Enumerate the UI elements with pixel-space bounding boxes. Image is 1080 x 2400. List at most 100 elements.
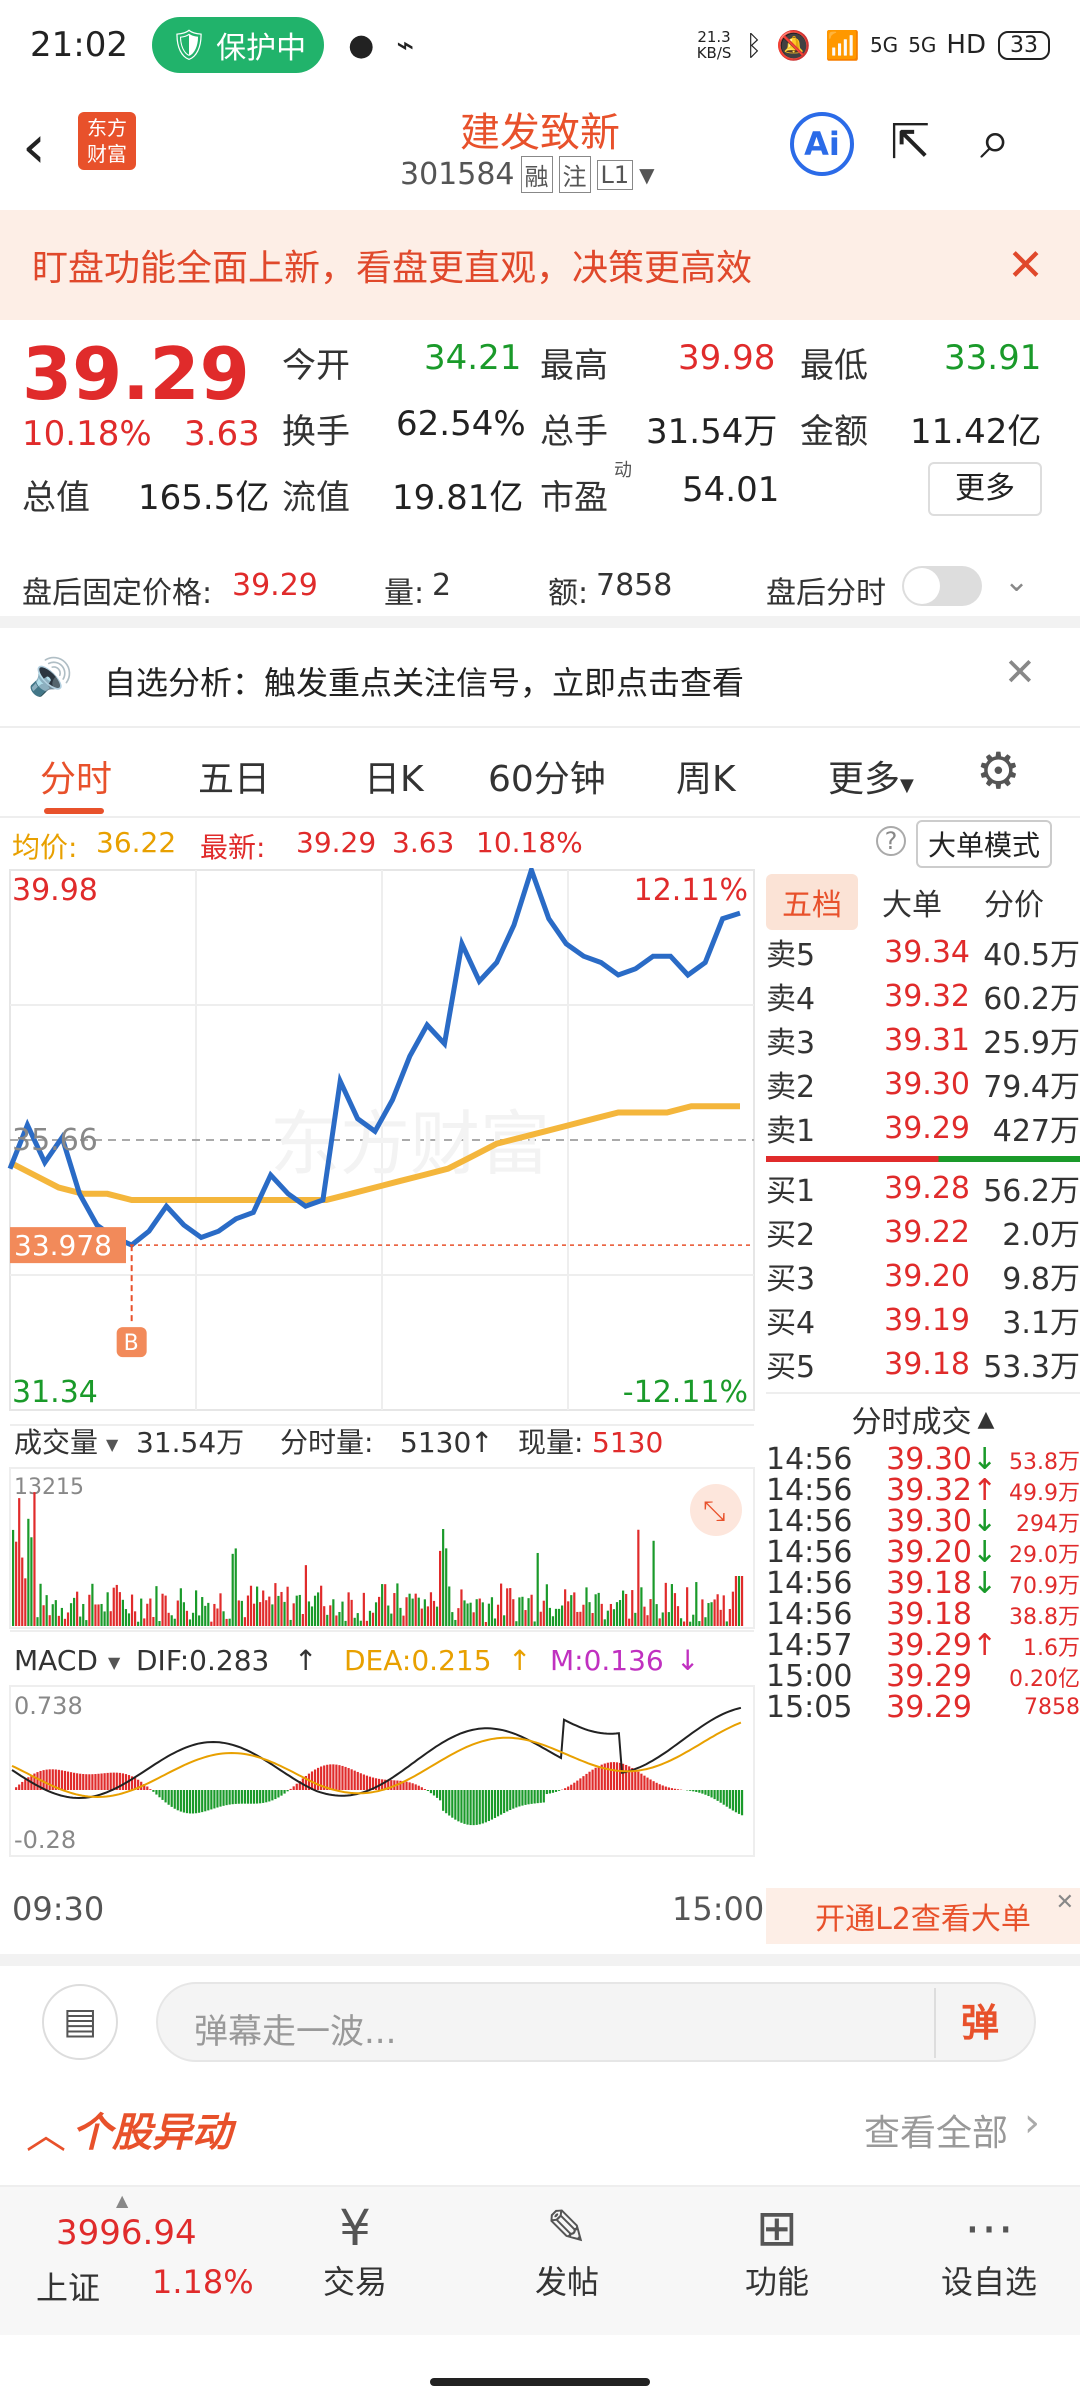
wifi-icon: 📶 [825,28,860,62]
more-button[interactable]: 更多 [928,462,1042,516]
intraday-chart[interactable]: 东方财富 33.978 B 39.98 35.66 31.34 12.11% -… [0,868,760,1748]
tab-price-dist[interactable]: 分价 [984,888,1044,923]
stock-code-row[interactable]: 301584 融 注 L1 ▼ [400,156,655,193]
volume-bar [567,1601,570,1626]
nav-post[interactable]: ✎ 发帖 [512,2199,622,2303]
tab-weekly[interactable]: 周K [676,759,736,800]
volume-bar [716,1594,719,1626]
macd-bar [594,1767,597,1790]
tab-intraday[interactable]: 分时 [40,759,113,800]
volume-bar [439,1550,442,1626]
share-icon[interactable]: ⇱ [890,114,931,170]
notice-bar[interactable]: 🔊 自选分析：触发重点关注信号，立即点击查看 ✕ [0,628,1080,728]
after-fixed-value: 39.29 [232,568,318,603]
volume-bar [103,1611,106,1626]
order-level[interactable]: 买2 39.22 2.0万 [766,1210,1080,1254]
volume-bar [673,1593,677,1626]
macd-bar [350,1769,353,1790]
nav-trade[interactable]: ¥ 交易 [300,2199,410,2303]
volume-bar [179,1588,182,1626]
order-level[interactable]: 卖2 39.30 79.4万 [766,1062,1080,1106]
volume-selector[interactable]: 成交量 [14,1426,98,1459]
order-level[interactable]: 买1 39.28 56.2万 [766,1166,1080,1210]
l2-upgrade-banner[interactable]: 开通L2查看大单 ✕ [766,1888,1080,1944]
macd-bar [262,1790,265,1803]
chevron-right-icon[interactable]: › [1024,2100,1040,2146]
order-level[interactable]: 卖4 39.32 60.2万 [766,974,1080,1018]
volume-bar [124,1609,128,1626]
order-level[interactable]: 买3 39.20 9.8万 [766,1254,1080,1298]
y-mid-label: 35.66 [12,1123,98,1158]
close-icon[interactable]: ✕ [1004,650,1036,694]
avg-label: 均价: [12,831,78,864]
expand-button[interactable] [690,1484,742,1536]
macd-bar [722,1790,725,1805]
low-label: 最低 [800,346,868,386]
danmu-settings-icon[interactable]: ▤ [42,1984,118,2060]
tab-daily[interactable]: 日K [364,759,424,800]
macd-bar [341,1765,344,1790]
tick-time: 14:56 [766,1597,853,1632]
order-level[interactable]: 买5 39.18 53.3万 [766,1342,1080,1386]
x-start-label: 09:30 [12,1890,105,1928]
close-icon[interactable]: ✕ [1055,1890,1074,1915]
danmu-send-button[interactable]: 弹 [934,1988,1024,2058]
volume-bar [371,1612,375,1626]
view-all-link[interactable]: 查看全部 [864,2113,1009,2154]
macd-bar [292,1786,295,1790]
order-level[interactable]: 卖3 39.31 25.9万 [766,1018,1080,1062]
buy-marker-box[interactable] [116,1327,147,1358]
index-ticker[interactable]: ▲ 3996.94 上证 1.18% [0,2187,260,2337]
back-icon[interactable]: ‹ [22,112,46,182]
order-level[interactable]: 卖5 39.34 40.5万 [766,930,1080,974]
tick-time: 15:00 [766,1659,853,1694]
volume-bar [185,1610,189,1626]
bluetooth-icon: ᛒ [745,28,763,62]
volume-bar [57,1615,60,1626]
tab-more[interactable]: 更多▼ [828,750,914,802]
macd-selector[interactable]: MACD [14,1644,98,1677]
nav-add-watchlist[interactable]: ⋯ 设自选 [924,2199,1054,2303]
macd-bar [344,1766,347,1790]
macd-bar [734,1790,738,1813]
tab-60min[interactable]: 60分钟 [488,759,606,800]
ai-button[interactable]: Ai [790,112,854,176]
volume-bar [374,1602,378,1626]
volume-bar [649,1599,652,1626]
volume-bar [213,1603,216,1626]
order-level[interactable]: 买4 39.19 3.1万 [766,1298,1080,1342]
chevron-up-icon[interactable]: ︿ [26,2112,66,2158]
protect-badge[interactable]: 🛡 保护中 [151,17,325,73]
volume-bar [576,1611,579,1626]
chevron-down-icon[interactable]: ⌄ [1004,564,1030,599]
tab-big-orders[interactable]: 大单 [882,888,942,923]
volume-bar [481,1602,484,1626]
volume-bar [210,1621,213,1626]
help-icon[interactable]: ? [876,826,906,856]
macd-bar [240,1790,243,1804]
volume-bar [384,1584,387,1626]
volume-bar [524,1610,527,1626]
promo-banner[interactable]: 盯盘功能全面上新，看盘更直观，决策更高效 ✕ [0,210,1080,320]
macd-bar [127,1775,131,1790]
gear-icon[interactable]: ⚙ [976,742,1021,800]
danmu-input[interactable]: 弹幕走一波... 弹 [156,1982,1036,2062]
after-hours-toggle[interactable] [902,566,982,606]
volume-bar [198,1615,201,1626]
ticks-header[interactable]: 分时成交 ▲ [766,1394,1080,1444]
volume-bar [109,1611,112,1626]
chart-grid [9,869,755,1411]
macd-bar [692,1790,695,1792]
search-icon[interactable]: ⌕ [980,108,1011,171]
nav-functions[interactable]: ⊞ 功能 [722,2199,832,2303]
macd-chart[interactable]: MACD ▼ DIF:0.283 ↑ DEA:0.215 ↑ M:0.136 ↓… [0,1630,760,1870]
tab-five-levels[interactable]: 五档 [766,874,858,930]
close-icon[interactable]: ✕ [1007,239,1044,291]
order-level[interactable]: 卖1 39.29 427万 [766,1106,1080,1150]
tick-time: 14:56 [766,1442,853,1477]
level-name: 卖2 [766,1070,816,1105]
turnover-value: 62.54% [396,404,526,444]
big-order-mode-button[interactable]: 大单模式 [916,820,1053,868]
tab-5day[interactable]: 五日 [198,759,271,800]
macd-bar [707,1790,710,1797]
